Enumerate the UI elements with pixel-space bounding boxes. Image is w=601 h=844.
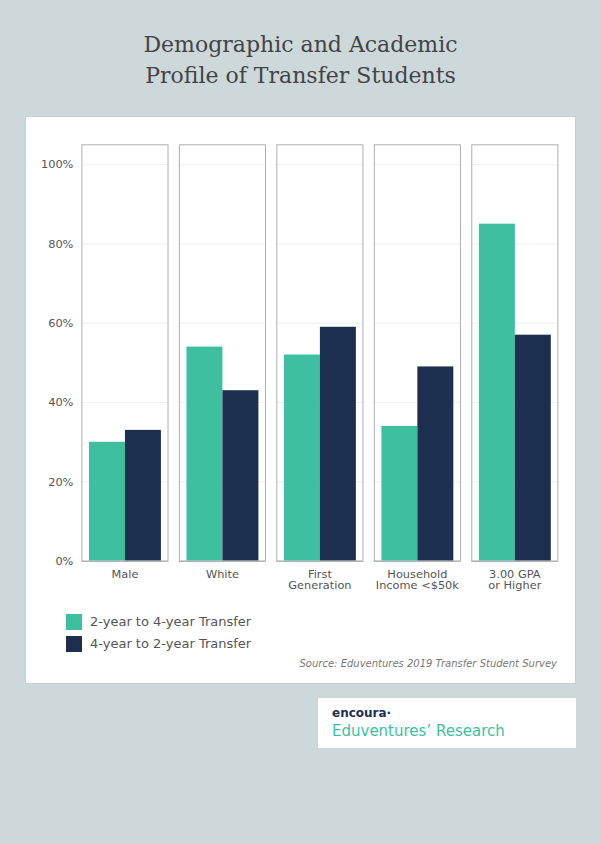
html-text:encoura·: encoura· xyxy=(332,705,392,720)
html-text:4-year to 2-year Transfer: 4-year to 2-year Transfer xyxy=(90,636,252,652)
svg-text:80%: 80% xyxy=(48,236,73,250)
svg-text:3.00 GPAor Higher: 3.00 GPAor Higher xyxy=(488,566,541,591)
svg-text:100%: 100% xyxy=(41,157,74,171)
svg-text:Male: Male xyxy=(112,566,139,580)
svg-text:20%: 20% xyxy=(48,474,73,488)
svg-text:0%: 0% xyxy=(55,553,73,567)
svg-text:60%: 60% xyxy=(48,316,73,330)
html-text:Source: Eduventures 2019 Trans: Source: Eduventures 2019 Transfer Studen… xyxy=(299,657,557,669)
svg-text:HouseholdIncome <$50k: HouseholdIncome <$50k xyxy=(376,566,460,591)
svg-text:40%: 40% xyxy=(48,395,73,409)
svg-text:FirstGeneration: FirstGeneration xyxy=(288,566,351,591)
html-text:2-year to 4-year Transfer: 2-year to 4-year Transfer xyxy=(90,614,252,630)
svg-text:White: White xyxy=(206,566,239,580)
html-text:Eduventures’ Research: Eduventures’ Research xyxy=(332,721,505,740)
html-text:Demographic and Academic Profi: Demographic and Academic Profile of Tran… xyxy=(143,32,458,88)
